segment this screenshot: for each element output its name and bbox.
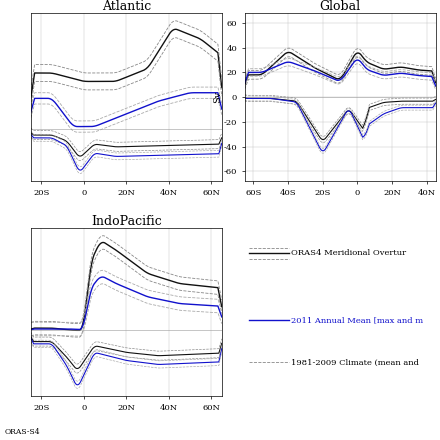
Title: Atlantic: Atlantic (102, 0, 151, 13)
Y-axis label: Sv: Sv (213, 91, 222, 103)
Text: 2011 Annual Mean [max and m: 2011 Annual Mean [max and m (291, 316, 423, 324)
Text: ORAS4 Meridional Overtur: ORAS4 Meridional Overtur (291, 249, 406, 257)
Text: 1981-2009 Climate (mean and: 1981-2009 Climate (mean and (291, 359, 419, 367)
Title: IndoPacific: IndoPacific (91, 215, 161, 228)
Text: ORAS-S4: ORAS-S4 (4, 428, 40, 436)
Title: Global: Global (319, 0, 361, 13)
